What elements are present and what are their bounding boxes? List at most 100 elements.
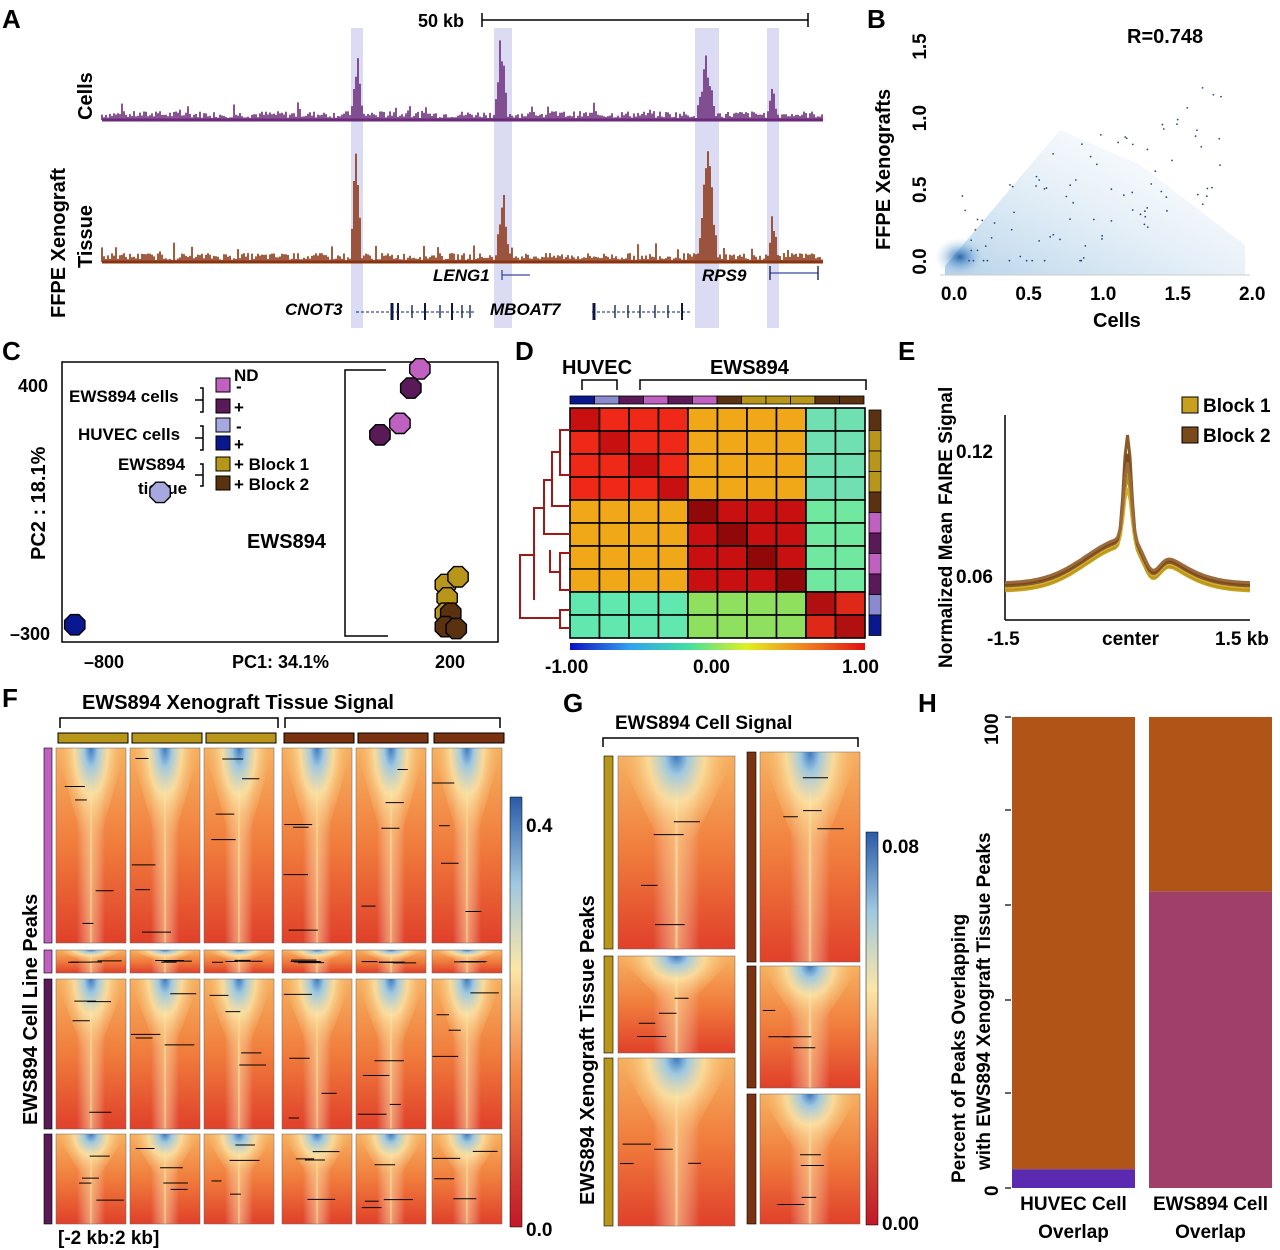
heatmap-cell: [716, 453, 748, 478]
tile-border: [55, 949, 127, 974]
panel-f-title: EWS894 Xenograft Tissue Signal: [82, 692, 394, 714]
y-axis-title-1: Normalized Mean: [936, 512, 957, 668]
scatter-point: [1025, 259, 1028, 262]
row-color-cell: [868, 430, 882, 452]
track-label-ffpe: FFPE Xenograft: [48, 168, 70, 318]
scatter-point: [976, 249, 979, 252]
panel-b: B R=0.748 0.0 0.5 1.0 1.5 2.0 0.0 0.5 1.0 1.5 C…: [867, 4, 1265, 332]
y-tick-label: 1.0: [910, 105, 931, 131]
y-axis-title: EWS894 Xenograft Tissue Peaks: [577, 895, 599, 1205]
column-color-cell: [790, 395, 816, 405]
tile-border: [55, 978, 127, 1130]
scatter-point: [1125, 137, 1128, 140]
x-tick-left: -1.5: [987, 629, 1020, 650]
heatmap-cell: [687, 453, 719, 478]
pca-point: [63, 613, 86, 636]
heatmap-cell: [628, 522, 660, 547]
x-axis-title: PC1: 34.1%: [232, 652, 329, 672]
scale-tick-max: 0.08: [882, 837, 919, 858]
bar-category-labels: HUVEC Cell Overlap EWS894 Cell Overlap: [1020, 1194, 1268, 1243]
tile-border: [203, 1133, 275, 1225]
panel-d: D HUVEC EWS894 -1.00 0.00 1.00: [515, 336, 882, 678]
y-axis-title-2: with EWS894 Xenograft Tissue Peaks: [974, 832, 995, 1171]
tissue-signal-heatmaps: [43, 732, 505, 1225]
heatmap-cell: [569, 430, 601, 455]
panel-b-letter: B: [867, 4, 886, 34]
scatter-point: [1143, 210, 1146, 213]
group-label-ews894: EWS894: [710, 357, 790, 379]
heatmap-cell: [746, 568, 778, 593]
heatmap-cell: [657, 614, 689, 639]
heatmap-cell: [716, 476, 748, 501]
heatmap-cell: [569, 476, 601, 501]
x-tick-label: 0.0: [941, 284, 967, 305]
heatmap-cell: [628, 430, 660, 455]
bar-segment-overlap: [1012, 1169, 1135, 1188]
scatter-point: [1146, 226, 1149, 229]
plot-frame: [61, 361, 499, 643]
highlight-region: [695, 28, 719, 328]
heatmap-cell: [746, 476, 778, 501]
heatmap-cell: [598, 430, 630, 455]
tile-border: [759, 751, 861, 963]
legend-swatch-block2: [1181, 426, 1199, 444]
heatmap-cell: [687, 545, 719, 570]
heatmap-cell: [805, 499, 837, 524]
scatter-point: [1143, 223, 1146, 226]
bar-label-line1: EWS894 Cell: [1153, 1194, 1268, 1215]
scatter-point: [1101, 234, 1104, 237]
heatmap-cell: [805, 522, 837, 547]
row-color-cell: [868, 573, 882, 595]
heatmap-cell: [746, 499, 778, 524]
legend-ews-plus: +: [234, 398, 244, 417]
heatmap-cell: [657, 545, 689, 570]
heatmap-cell: [746, 407, 778, 432]
tile-funnel: [204, 1134, 274, 1224]
heatmap-tile: [281, 949, 353, 974]
heatmap-tile: [129, 949, 201, 974]
tile-border: [355, 949, 427, 974]
heatmap-cell: [657, 476, 689, 501]
tile-border: [617, 1057, 736, 1227]
tile-funnel: [282, 748, 352, 943]
tile-border: [431, 978, 503, 1130]
scatter-point: [1186, 106, 1189, 109]
tile-border: [355, 1133, 427, 1225]
stacked-bars: [1012, 717, 1272, 1188]
heatmap-cell: [657, 568, 689, 593]
scale-tick-max: 0.4: [526, 816, 553, 837]
gene-model-rps9: [769, 266, 819, 280]
color-scale-bar: [865, 831, 879, 1226]
heatmap-cell: [746, 453, 778, 478]
scatter-point: [1101, 238, 1103, 240]
legend-swatch-block1: [215, 456, 231, 472]
gene-model-leng1: [501, 270, 530, 280]
scatter-point: [1131, 209, 1134, 211]
scatter-point: [976, 218, 979, 221]
heatmap-cell: [834, 568, 866, 593]
ews894-group-label: EWS894: [247, 531, 327, 553]
heatmap-cell: [657, 499, 689, 524]
gene-label-rps9: RPS9: [702, 266, 747, 285]
heatmap-cell: [628, 499, 660, 524]
panel-g-title: EWS894 Cell Signal: [615, 713, 792, 734]
legend-huvec-minus: -: [236, 417, 242, 436]
gene-model-mboat7: [592, 303, 690, 320]
y-tick-neg300: –300: [10, 624, 50, 644]
panel-g-letter: G: [563, 688, 583, 718]
heatmap-tile: [617, 755, 736, 950]
scatter-points: [961, 86, 1222, 262]
panel-e-letter: E: [898, 336, 915, 366]
pca-point: [447, 565, 469, 588]
y-axis-title: FFPE Xenografts: [873, 89, 895, 250]
cluster-color-bar: [603, 1057, 614, 1227]
heatmap-tile: [431, 747, 503, 944]
tile-funnel: [56, 748, 126, 943]
range-label: [-2 kb:2 kb]: [58, 1228, 159, 1249]
tile-funnel: [204, 979, 274, 1129]
legend-swatch-ews-minus: [215, 377, 231, 393]
heatmap-cell: [657, 407, 689, 432]
scatter-point: [1084, 244, 1087, 247]
heatmap-cell: [716, 499, 748, 524]
scatter-point: [1146, 207, 1149, 209]
